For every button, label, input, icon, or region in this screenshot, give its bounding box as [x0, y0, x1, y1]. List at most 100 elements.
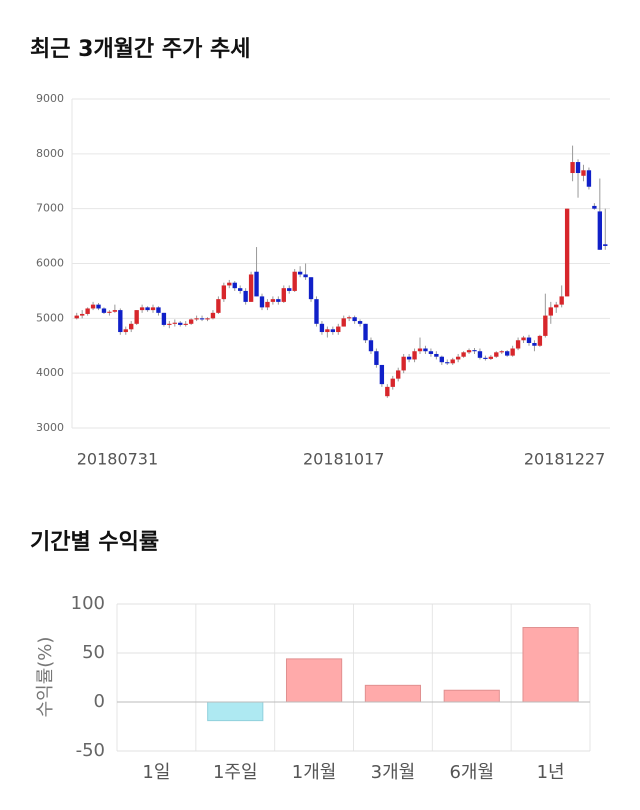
candle-body	[90, 304, 96, 309]
candle-body	[499, 351, 504, 353]
candle-body	[74, 315, 79, 319]
candle-body	[564, 208, 570, 297]
candle-body	[118, 310, 123, 333]
candle-body	[145, 307, 150, 311]
y-tick-label: 0	[94, 691, 105, 712]
candle-body	[412, 351, 417, 360]
candle-body	[287, 288, 292, 291]
candle-body	[374, 351, 379, 365]
candle-body	[134, 310, 139, 324]
candle-body	[548, 307, 553, 316]
candle-body	[341, 318, 346, 327]
candle-body	[129, 323, 134, 330]
y-tick-label: -50	[76, 740, 105, 761]
bar	[443, 689, 500, 703]
x-tick-label: 1개월	[292, 762, 337, 783]
candle-body	[248, 274, 254, 302]
candle-body	[79, 313, 85, 316]
candle-body	[319, 323, 325, 333]
chart-title: 기간별 수익률	[30, 530, 159, 555]
candle-body	[532, 343, 537, 346]
candle-body	[139, 307, 145, 311]
candle-body	[477, 351, 483, 358]
candle-body	[238, 288, 243, 291]
y-tick-label: 4000	[36, 366, 64, 379]
candle-body	[292, 271, 297, 291]
candle-body	[445, 362, 450, 364]
x-tick-label: 1년	[537, 762, 565, 783]
candle-body	[592, 205, 597, 209]
y-tick-label: 9000	[36, 92, 64, 105]
candle-body	[603, 244, 608, 246]
candle-body	[123, 329, 128, 333]
candle-body	[254, 271, 259, 297]
candle-body	[521, 337, 526, 341]
x-tick-label: 1주일	[213, 762, 258, 783]
candle-body	[406, 356, 412, 360]
candle-body	[216, 299, 221, 313]
candle-body	[575, 162, 581, 174]
candle-body	[161, 312, 167, 325]
candle-body	[357, 321, 363, 324]
candle-body	[586, 170, 592, 187]
candle-body	[363, 323, 368, 341]
candle-body	[243, 290, 248, 302]
candle-body	[221, 285, 227, 300]
x-tick-label: 1일	[142, 762, 170, 783]
candle-body	[325, 329, 330, 333]
candle-body	[297, 271, 303, 275]
candle-body	[428, 351, 434, 354]
candle-body	[183, 323, 188, 325]
bar	[207, 701, 264, 722]
bar	[364, 684, 422, 703]
candle-body	[368, 340, 374, 352]
candle-body	[417, 348, 423, 352]
candle-body	[232, 282, 237, 289]
y-tick-label: 3000	[36, 421, 64, 434]
candle-body	[112, 310, 118, 312]
candle-body	[346, 317, 352, 319]
candle-body	[188, 319, 194, 324]
candle-body	[559, 296, 564, 305]
y-tick-label: 8000	[36, 147, 64, 160]
candle-body	[281, 288, 286, 302]
bar	[522, 627, 579, 703]
candle-body	[156, 307, 161, 313]
candle-body	[85, 308, 90, 314]
candle-body	[450, 359, 455, 364]
candle-body	[461, 352, 466, 357]
candle-body	[150, 307, 156, 311]
candle-body	[303, 274, 308, 278]
candle-body	[434, 353, 439, 357]
candle-body	[455, 356, 461, 360]
candle-body	[472, 350, 477, 352]
x-tick-label: 20181017	[303, 450, 384, 469]
y-tick-label: 6000	[36, 257, 64, 270]
candle-body	[265, 301, 270, 308]
y-tick-label: 7000	[36, 202, 64, 215]
candle-body	[439, 356, 444, 363]
candle-body	[172, 322, 177, 324]
candle-body	[276, 299, 281, 302]
chart-title: 최근 3개월간 주가 추세	[30, 37, 250, 62]
candle-body	[597, 211, 603, 250]
candle-body	[390, 378, 395, 387]
candle-body	[107, 311, 112, 313]
candle-body	[401, 356, 406, 371]
candle-body	[494, 352, 499, 357]
candle-body	[396, 370, 401, 379]
candle-body	[385, 386, 390, 397]
candle-body	[178, 322, 183, 325]
candle-body	[515, 340, 521, 349]
candle-body	[259, 296, 265, 308]
candle-body	[510, 348, 515, 356]
y-tick-label: 100	[71, 593, 105, 614]
candle-body	[543, 315, 548, 336]
candle-body	[505, 351, 510, 356]
candle-body	[205, 318, 210, 320]
bar	[285, 658, 343, 703]
candle-body	[210, 312, 216, 319]
candle-body	[336, 326, 341, 333]
